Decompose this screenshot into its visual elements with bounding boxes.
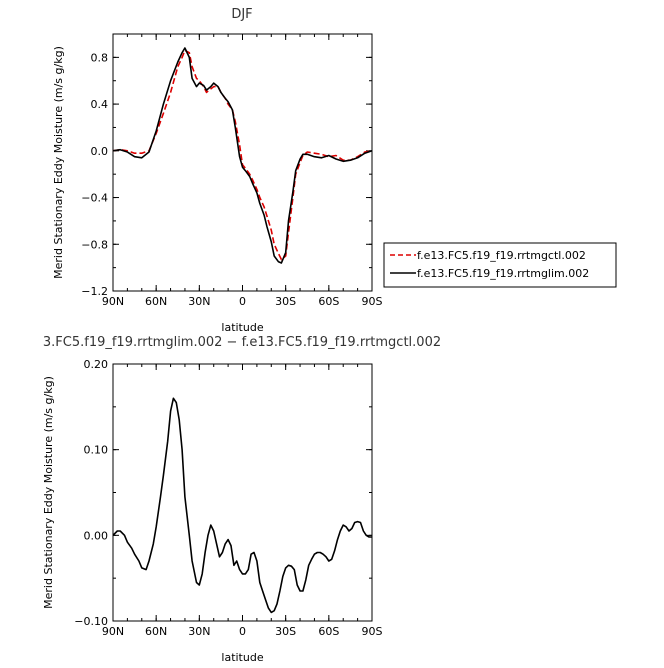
- x-tick-label: 60S: [318, 625, 339, 638]
- x-tick-label: 30N: [188, 625, 210, 638]
- plot-frame: [112, 363, 373, 622]
- x-tick-label: 90N: [102, 625, 124, 638]
- x-tick-label: 0: [239, 625, 246, 638]
- y-tick-label: −1.2: [81, 285, 108, 298]
- y-tick-label: 0.4: [91, 98, 109, 111]
- x-tick-label: 90N: [102, 295, 124, 308]
- y-tick-label: −0.8: [81, 238, 108, 251]
- x-tick-label: 30S: [275, 625, 296, 638]
- x-tick-label: 60N: [145, 295, 167, 308]
- y-tick-label: 0.10: [84, 444, 109, 457]
- x-tick-label: 60S: [318, 295, 339, 308]
- x-tick-label: 30N: [188, 295, 210, 308]
- series-line-1: [112, 397, 372, 614]
- series-line-2: [112, 47, 373, 264]
- chart-title: 3.FC5.f19_f19.rrtmglim.002 − f.e13.FC5.f…: [43, 335, 441, 350]
- legend-box: [383, 242, 617, 288]
- y-tick-label: 0.8: [91, 51, 109, 64]
- x-tick-label: 60N: [145, 625, 167, 638]
- legend-label-1: f.e13.FC5.f19_f19.rrtmgctl.002: [417, 249, 586, 262]
- x-tick-label: 90S: [362, 625, 383, 638]
- legend-label-2: f.e13.FC5.f19_f19.rrtmglim.002: [417, 267, 589, 280]
- top-panel: DJF 90N 60N 30N 0 30S 60S 90S −1.2 −0.8 −0.4 0.0 0.4…: [52, 7, 617, 334]
- x-tick-label: 30S: [275, 295, 296, 308]
- x-tick-label: 0: [239, 295, 246, 308]
- y-axis-label: Merid Stationary Eddy Moisture (m/s g/kg…: [52, 46, 65, 279]
- x-axis-label: latitude: [221, 651, 263, 664]
- y-tick-label: 0.0: [91, 145, 109, 158]
- bottom-panel: 3.FC5.f19_f19.rrtmglim.002 − f.e13.FC5.f…: [42, 335, 441, 664]
- chart-title: DJF: [231, 7, 252, 22]
- y-tick-label: −0.4: [81, 192, 108, 205]
- y-tick-label: 0.00: [84, 529, 109, 542]
- y-tick-label: 0.20: [84, 358, 109, 371]
- x-axis-label: latitude: [221, 321, 263, 334]
- y-tick-label: −0.10: [74, 615, 108, 628]
- y-axis-label: Merid Stationary Eddy Moisture (m/s g/kg…: [42, 376, 55, 609]
- plot-frame: [112, 33, 373, 292]
- series-line-1: [112, 49, 373, 261]
- x-tick-label: 90S: [362, 295, 383, 308]
